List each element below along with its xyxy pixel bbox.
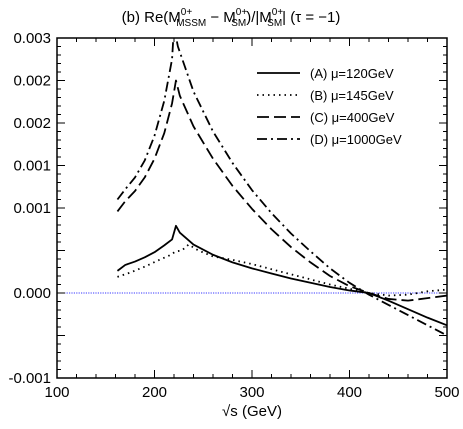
y-tick-label: 0.002 (13, 73, 51, 90)
y-tick-label: 0.003 (13, 30, 51, 47)
x-axis-label: √s (GeV) (222, 403, 282, 420)
legend: (A) μ=120GeV (B) μ=145GeV (C) μ=400GeV (D) … (257, 66, 402, 147)
series-line-dashed (116, 79, 447, 302)
legend-label: (A) μ=120GeV (310, 66, 394, 81)
legend-label: (B) μ=145GeV (310, 88, 394, 103)
y-tick-label: 0.000 (13, 285, 51, 302)
x-tick-labels: 100 200 300 400 500 (44, 384, 459, 401)
x-tick-label: 300 (239, 384, 264, 401)
x-tick-label: 200 (142, 384, 167, 401)
x-tick-label: 500 (434, 384, 459, 401)
x-tick-label: 400 (337, 384, 362, 401)
x-tick-label: 100 (44, 384, 69, 401)
y-tick-label: 0.001 (13, 158, 51, 175)
y-tick-label: 0.001 (13, 200, 51, 217)
series-line-dashdot (116, 38, 447, 337)
series-line-solid (116, 224, 447, 327)
legend-label: (C) μ=400GeV (310, 110, 395, 125)
legend-label: (D) μ=1000GeV (310, 132, 402, 147)
title-text: (b) Re(M0+ MSSM − M0+ SM)/|M0+ SM| (τ = −1) (122, 7, 341, 29)
plot-frame (56, 37, 448, 379)
chart-title: (b) Re(M0+ MSSM − M0+ SM)/|M0+ SM| (τ = −1) (122, 7, 341, 29)
y-tick-labels: -0.001 0.000 0.001 0.001 0.002 0.002 0.003 (8, 30, 51, 387)
y-tick-label: -0.001 (8, 370, 51, 387)
series-line-dotted (117, 243, 447, 297)
y-tick-label: 0.002 (13, 115, 51, 132)
series-lines (116, 38, 447, 337)
